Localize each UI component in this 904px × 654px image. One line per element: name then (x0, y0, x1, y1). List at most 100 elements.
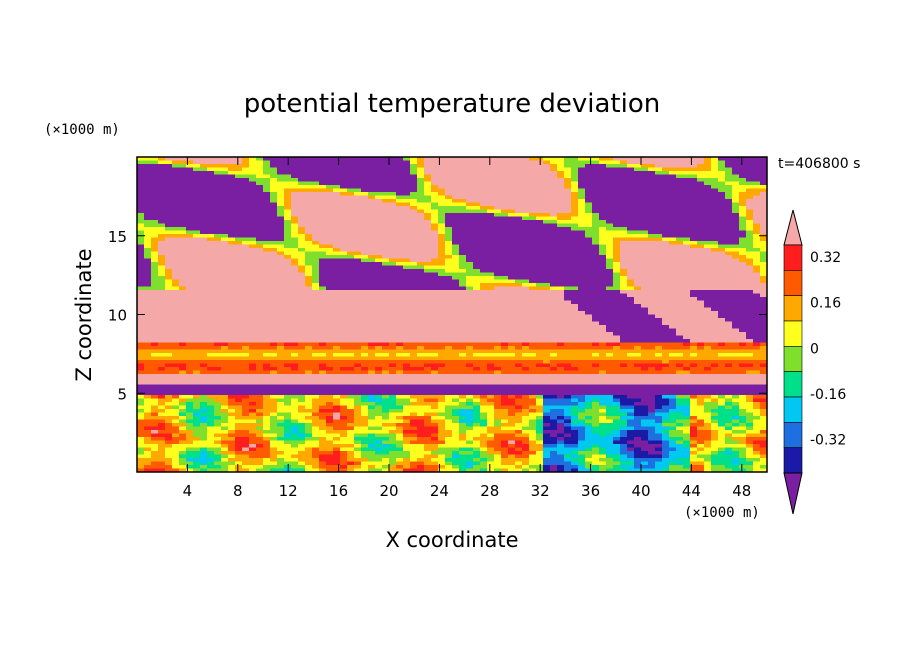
field-cell (235, 185, 243, 189)
field-cell (543, 258, 551, 263)
field-cell (515, 272, 523, 277)
field-cell (515, 290, 523, 294)
field-cell (312, 342, 320, 347)
field-cell (676, 328, 684, 333)
field-cell (389, 202, 397, 207)
field-cell (326, 248, 334, 252)
field-cell (543, 262, 551, 266)
field-cell (564, 304, 572, 308)
field-cell (277, 230, 285, 235)
field-cell (305, 195, 313, 200)
field-cell (718, 248, 726, 252)
field-cell (648, 286, 656, 291)
field-cell (662, 293, 670, 298)
field-cell (739, 185, 747, 189)
field-cell (445, 227, 453, 231)
field-cell (410, 227, 418, 231)
field-cell (270, 251, 278, 256)
field-cell (193, 213, 201, 217)
field-cell (515, 297, 523, 301)
field-cell (459, 223, 467, 228)
field-cell (235, 290, 243, 294)
field-cell (571, 171, 579, 175)
field-cell (200, 307, 208, 312)
field-cell (193, 283, 201, 287)
field-cell (144, 227, 152, 231)
field-cell (704, 171, 712, 175)
field-cell (739, 346, 747, 350)
field-cell (739, 206, 747, 210)
field-cell (200, 328, 208, 333)
field-cell (529, 269, 537, 273)
field-cell (585, 192, 593, 196)
field-cell (165, 335, 173, 340)
field-cell (648, 230, 656, 235)
field-cell (662, 290, 670, 294)
field-cell (578, 293, 586, 298)
field-cell (508, 227, 516, 231)
field-cell (557, 241, 565, 245)
field-cell (606, 321, 614, 326)
field-cell (186, 349, 194, 354)
field-cell (186, 335, 194, 340)
field-cell (326, 265, 334, 270)
field-cell (753, 209, 761, 214)
field-cell (158, 325, 166, 329)
field-cell (179, 227, 187, 231)
field-cell (662, 230, 670, 235)
field-cell (557, 220, 565, 224)
field-cell (529, 202, 537, 207)
field-cell (144, 276, 152, 280)
field-cell (396, 220, 404, 224)
field-cell (515, 174, 523, 179)
field-cell (291, 234, 299, 238)
field-cell (207, 304, 215, 308)
field-cell (242, 325, 250, 329)
field-cell (487, 227, 495, 231)
field-cell (277, 307, 285, 312)
field-cell (648, 342, 656, 347)
field-cell (158, 157, 166, 161)
field-cell (445, 255, 453, 259)
field-cell (312, 290, 320, 294)
field-cell (529, 248, 537, 252)
field-cell (410, 325, 418, 329)
field-cell (431, 332, 439, 336)
field-cell (452, 188, 460, 193)
field-cell (242, 332, 250, 336)
field-cell (508, 279, 516, 284)
field-cell (564, 286, 572, 291)
field-cell (249, 220, 257, 224)
field-cell (718, 188, 726, 193)
field-cell (494, 262, 502, 266)
field-cell (361, 241, 369, 245)
field-cell (361, 230, 369, 235)
field-cell (585, 251, 593, 256)
field-cell (536, 195, 544, 200)
field-cell (732, 311, 740, 315)
field-cell (396, 332, 404, 336)
field-cell (249, 251, 257, 256)
field-cell (606, 244, 614, 249)
field-cell (550, 188, 558, 193)
field-cell (466, 300, 474, 305)
field-cell (270, 178, 278, 182)
field-cell (480, 325, 488, 329)
field-cell (424, 227, 432, 231)
field-cell (725, 202, 733, 207)
field-cell (676, 181, 684, 186)
field-cell (326, 188, 334, 193)
field-cell (452, 185, 460, 189)
field-cell (193, 297, 201, 301)
field-cell (606, 174, 614, 179)
field-cell (221, 171, 229, 175)
field-cell (613, 297, 621, 301)
field-cell (704, 300, 712, 305)
field-cell (347, 255, 355, 259)
field-cell (466, 199, 474, 203)
field-cell (424, 209, 432, 214)
field-cell (249, 349, 257, 354)
field-cell (620, 304, 628, 308)
field-cell (655, 251, 663, 256)
field-cell (487, 272, 495, 277)
